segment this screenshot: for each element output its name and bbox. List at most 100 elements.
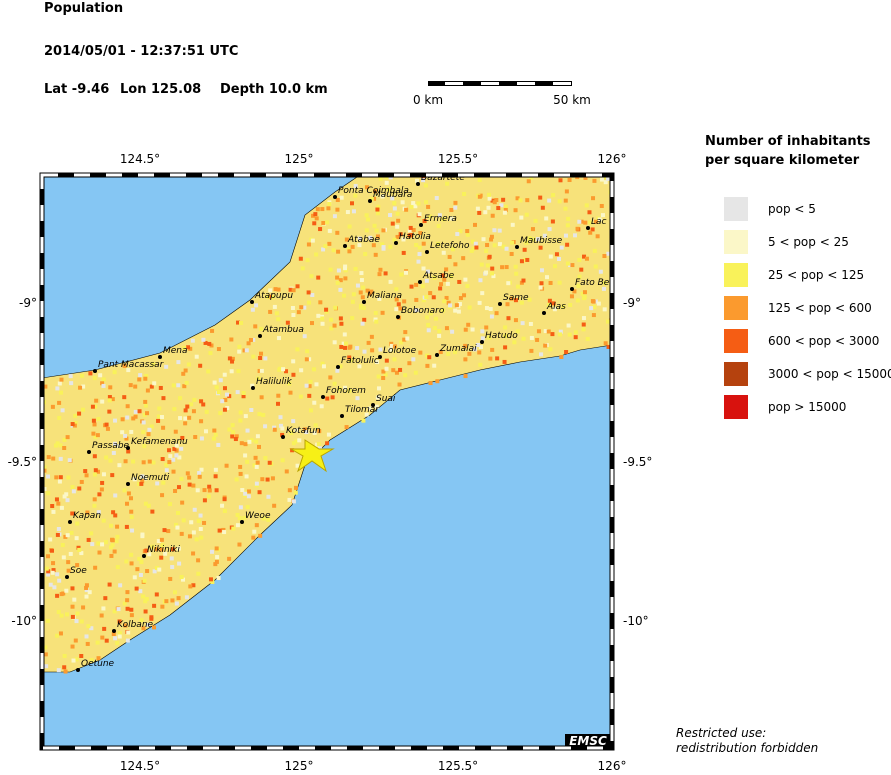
pixel bbox=[364, 185, 369, 190]
pixel bbox=[564, 189, 569, 194]
pixel bbox=[51, 568, 56, 573]
pixel bbox=[96, 656, 101, 661]
pixel bbox=[100, 381, 105, 386]
pixel bbox=[579, 219, 584, 224]
pixel bbox=[338, 364, 343, 369]
pixel bbox=[191, 409, 196, 414]
town-dot bbox=[250, 300, 254, 304]
pixel bbox=[426, 328, 431, 333]
pixel bbox=[551, 301, 556, 306]
pixel bbox=[159, 537, 164, 542]
town-label: Atapupu bbox=[254, 291, 293, 301]
pixel bbox=[52, 585, 57, 590]
pixel bbox=[141, 460, 146, 465]
pixel bbox=[538, 245, 543, 250]
town-dot bbox=[258, 334, 262, 338]
pixel bbox=[247, 439, 252, 444]
pixel bbox=[101, 606, 106, 611]
pixel bbox=[539, 268, 544, 273]
pixel bbox=[199, 436, 204, 441]
pixel bbox=[126, 368, 131, 373]
pixel bbox=[50, 570, 55, 575]
pixel bbox=[72, 423, 77, 428]
town-dot bbox=[425, 250, 429, 254]
pixel bbox=[418, 350, 423, 355]
pixel bbox=[361, 306, 366, 311]
pixel bbox=[395, 234, 400, 239]
pixel bbox=[115, 641, 120, 646]
pixel bbox=[501, 197, 506, 202]
pixel bbox=[272, 503, 277, 508]
pixel bbox=[577, 219, 582, 224]
pixel bbox=[351, 292, 356, 297]
pixel bbox=[258, 356, 263, 361]
pixel bbox=[206, 494, 211, 499]
pixel bbox=[254, 523, 259, 528]
pixel bbox=[572, 289, 577, 294]
pixel bbox=[48, 537, 53, 542]
pixel bbox=[295, 284, 300, 289]
pixel bbox=[422, 219, 427, 224]
pixel bbox=[196, 518, 201, 523]
pixel bbox=[272, 304, 277, 309]
pixel bbox=[123, 433, 128, 438]
pixel bbox=[84, 588, 89, 593]
pixel bbox=[431, 295, 436, 300]
pixel bbox=[390, 196, 395, 201]
pixel bbox=[544, 216, 549, 221]
pixel bbox=[227, 356, 232, 361]
pixel bbox=[122, 601, 127, 606]
pixel bbox=[485, 263, 490, 268]
pixel bbox=[184, 380, 189, 385]
pixel bbox=[445, 181, 450, 186]
pixel bbox=[504, 246, 509, 251]
pixel bbox=[454, 303, 459, 308]
pixel bbox=[60, 408, 65, 413]
pixel bbox=[273, 287, 278, 292]
pixel bbox=[405, 336, 410, 341]
pixel bbox=[77, 547, 82, 552]
pixel bbox=[314, 252, 319, 257]
pixel bbox=[392, 357, 397, 362]
lon-label: 124.5° bbox=[120, 152, 160, 166]
pixel bbox=[145, 411, 150, 416]
pixel bbox=[159, 547, 164, 552]
pixel bbox=[504, 265, 509, 270]
pixel bbox=[188, 584, 193, 589]
pixel bbox=[214, 488, 219, 493]
pixel bbox=[380, 242, 385, 247]
pixel bbox=[503, 325, 508, 330]
pixel bbox=[592, 178, 597, 183]
land-texture bbox=[42, 175, 612, 674]
pixel bbox=[488, 307, 493, 312]
pixel bbox=[70, 604, 75, 609]
legend-title: Number of inhabitants bbox=[705, 134, 871, 149]
pixel bbox=[183, 421, 188, 426]
pixel bbox=[57, 400, 62, 405]
pixel bbox=[398, 306, 403, 311]
pixel bbox=[61, 555, 66, 560]
pixel bbox=[490, 266, 495, 271]
pixel bbox=[255, 460, 260, 465]
pixel bbox=[477, 350, 482, 355]
pixel bbox=[170, 547, 175, 552]
pixel bbox=[142, 578, 147, 583]
pixel bbox=[230, 434, 235, 439]
pixel bbox=[479, 262, 484, 267]
pixel bbox=[567, 178, 572, 183]
pixel bbox=[315, 207, 320, 212]
pixel bbox=[86, 624, 91, 629]
pixel bbox=[257, 368, 262, 373]
pixel bbox=[235, 390, 240, 395]
pixel bbox=[490, 198, 495, 203]
pixel bbox=[519, 300, 524, 305]
legend-swatch bbox=[724, 362, 748, 386]
pixel bbox=[113, 418, 118, 423]
pixel bbox=[320, 361, 325, 366]
pixel bbox=[579, 267, 584, 272]
pixel bbox=[548, 347, 553, 352]
pixel bbox=[588, 230, 593, 235]
pixel bbox=[251, 354, 256, 359]
pixel bbox=[321, 247, 326, 252]
pixel bbox=[109, 523, 114, 528]
